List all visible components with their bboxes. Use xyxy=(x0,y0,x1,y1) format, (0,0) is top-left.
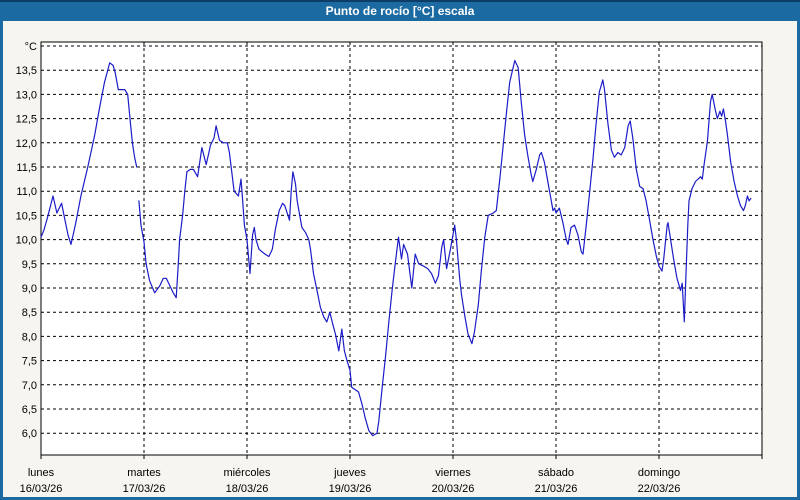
y-axis-unit-label: °C xyxy=(25,41,37,53)
y-tick-label: 6,5 xyxy=(22,404,37,416)
x-day-label: sábado xyxy=(538,467,574,479)
y-tick-label: 12,0 xyxy=(16,138,37,150)
dewpoint-line-chart: 13,5 13,0 12,5 12,0 11,5 11,0 10,5 10,0 9,5 9,0 8,… xyxy=(16,41,763,495)
y-tick-label: 6,0 xyxy=(22,428,37,440)
y-tick-label: 11,5 xyxy=(16,162,37,174)
x-date-label: 16/03/26 xyxy=(20,483,63,495)
y-tick-label: 12,5 xyxy=(16,114,37,126)
x-day-label: jueves xyxy=(333,467,366,479)
y-tick-label: 8,5 xyxy=(22,307,37,319)
window-title: Punto de rocío [°C] escala xyxy=(325,4,475,18)
x-date-label: 20/03/26 xyxy=(432,483,475,495)
dewpoint-series-line xyxy=(40,62,138,245)
chart-area: 13,5 13,0 12,5 12,0 11,5 11,0 10,5 10,0 9,5 9,0 8,… xyxy=(3,21,797,497)
y-tick-label: 7,0 xyxy=(22,380,37,392)
dewpoint-series-line xyxy=(138,59,752,437)
x-date-label: 17/03/26 xyxy=(123,483,166,495)
y-tick-label: 13,5 xyxy=(16,65,37,77)
y-tick-label: 9,0 xyxy=(22,283,37,295)
y-tick-label: 10,0 xyxy=(16,235,37,247)
plot-background xyxy=(41,42,762,455)
y-tick-label: 8,0 xyxy=(22,331,37,343)
y-tick-label: 7,5 xyxy=(22,356,37,368)
x-day-label: miércoles xyxy=(223,467,271,479)
x-day-label: lunes xyxy=(28,467,55,479)
title-bar[interactable]: Punto de rocío [°C] escala xyxy=(0,0,800,21)
x-date-label: 18/03/26 xyxy=(226,483,269,495)
y-tick-label: 11,0 xyxy=(16,186,37,198)
x-day-label: viernes xyxy=(435,467,471,479)
x-date-label: 19/03/26 xyxy=(329,483,372,495)
x-day-label: martes xyxy=(127,467,161,479)
x-day-label: domingo xyxy=(638,467,680,479)
x-date-label: 21/03/26 xyxy=(535,483,578,495)
y-tick-label: 13,0 xyxy=(16,89,37,101)
plot-frame xyxy=(40,41,763,456)
x-date-label: 22/03/26 xyxy=(638,483,681,495)
y-tick-label: 9,5 xyxy=(22,259,37,271)
y-tick-label: 10,5 xyxy=(16,210,37,222)
